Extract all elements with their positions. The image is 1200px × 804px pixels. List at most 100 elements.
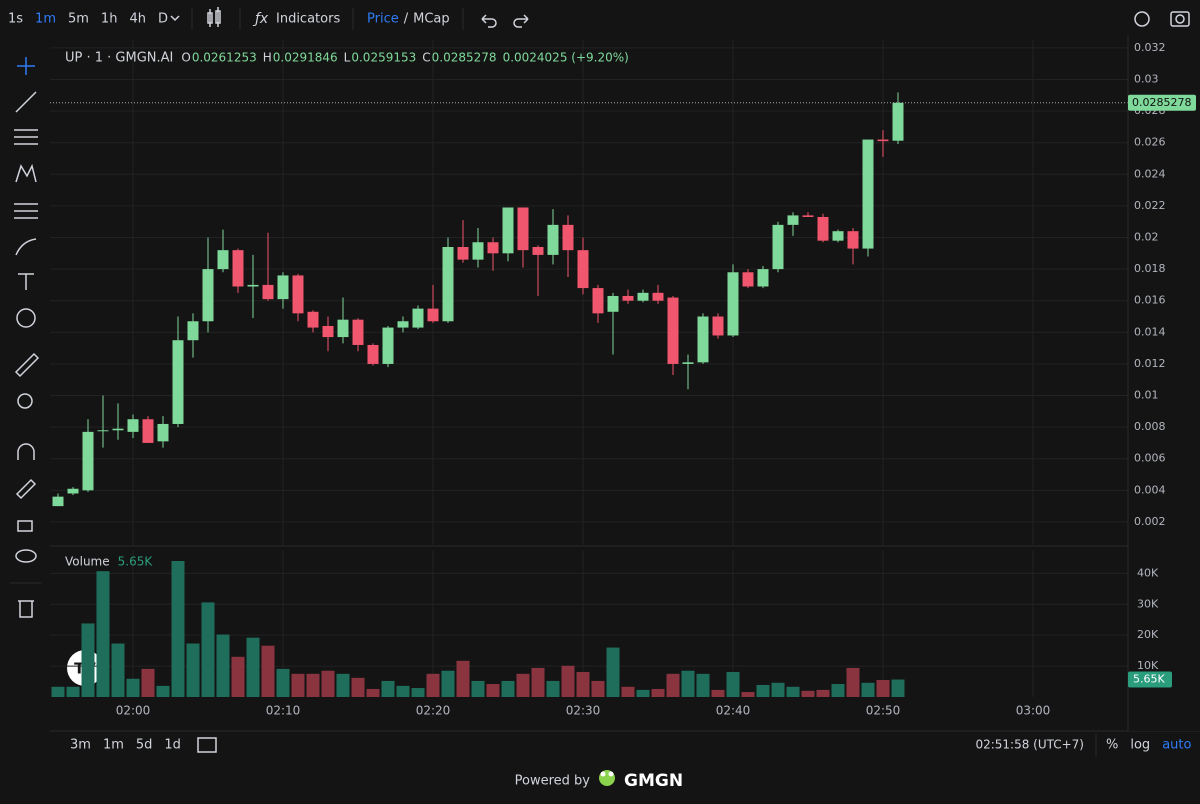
range-button[interactable]: 1d <box>164 738 181 753</box>
crosshair-tool[interactable] <box>17 57 35 75</box>
magnet-tool[interactable] <box>17 443 35 460</box>
candle-body <box>472 242 484 260</box>
ohlc-value: 0.0259153 <box>351 51 416 65</box>
interval-button[interactable]: 1m <box>35 12 56 27</box>
volume-bar <box>861 682 875 697</box>
scale-option[interactable]: auto <box>1162 738 1191 753</box>
gmgn-logo <box>599 770 615 786</box>
powered-by: Powered by <box>515 774 591 789</box>
candle-body <box>382 327 394 364</box>
candle-body <box>202 269 214 322</box>
pattern-tool[interactable] <box>15 163 37 183</box>
candle-body <box>337 319 349 338</box>
interval-button[interactable]: 1s <box>8 12 23 27</box>
volume-bar <box>681 670 695 697</box>
lock-draw-tool[interactable] <box>15 478 37 500</box>
x-tick-label: 03:00 <box>1016 704 1051 718</box>
ruler-tool[interactable] <box>14 352 40 378</box>
range-button[interactable]: 3m <box>70 738 91 753</box>
y-tick-label: 0.026 <box>1134 136 1166 149</box>
mcap-toggle[interactable]: MCap <box>413 12 450 27</box>
interval-button[interactable]: 1h <box>101 12 118 27</box>
brush-tool[interactable] <box>15 238 37 256</box>
y-tick-label: 0.018 <box>1134 262 1166 275</box>
interval-button[interactable]: 4h <box>129 12 146 27</box>
range-button[interactable]: 5d <box>136 738 153 753</box>
candle-body <box>97 430 109 432</box>
redo-button[interactable] <box>513 14 529 28</box>
candle-body <box>667 297 679 364</box>
visibility-tool[interactable] <box>15 549 37 563</box>
range-button[interactable]: 1m <box>103 738 124 753</box>
volume-bar <box>321 670 335 697</box>
candle-type-button[interactable] <box>207 7 221 27</box>
y-tick-label: 0.024 <box>1134 167 1166 180</box>
y-tick-label: 0.01 <box>1134 389 1159 402</box>
candle-body <box>307 311 319 328</box>
candle-body <box>172 340 184 424</box>
text-tool[interactable] <box>18 273 34 290</box>
y-tick-label: 40K <box>1137 566 1159 579</box>
x-tick-label: 02:40 <box>716 704 751 718</box>
delete-tool[interactable] <box>18 600 34 618</box>
volume-bar <box>306 673 320 697</box>
volume-bar <box>831 684 845 697</box>
date-range-button[interactable] <box>197 737 217 753</box>
candle-body <box>352 319 364 345</box>
price-toggle[interactable]: Price <box>367 12 399 27</box>
candle-body <box>52 496 64 507</box>
clock: 02:51:58 (UTC+7) <box>975 738 1084 752</box>
volume-bar <box>441 670 455 697</box>
candle-body <box>802 215 814 217</box>
settings-button[interactable] <box>1134 11 1150 27</box>
indicators-button[interactable]: Indicators <box>276 12 340 27</box>
volume-bar <box>201 602 215 697</box>
candle-body <box>187 321 199 341</box>
interval-button[interactable]: D <box>158 12 168 27</box>
volume-bar <box>186 643 200 697</box>
candle-body <box>367 344 379 364</box>
candle-body <box>742 272 754 287</box>
ohlc-value: 0.0261253 <box>192 51 257 65</box>
y-tick-label: 0.03 <box>1134 73 1159 86</box>
candle-body <box>532 246 544 255</box>
candle-body <box>217 250 229 270</box>
volume-bar <box>801 690 815 697</box>
lock-tool[interactable] <box>17 520 33 532</box>
projection-tool[interactable] <box>14 203 38 219</box>
undo-button[interactable] <box>481 14 497 28</box>
volume-title: Volume <box>65 555 110 569</box>
volume-bar <box>516 673 530 697</box>
volume-bar <box>666 673 680 697</box>
trendline-tool[interactable] <box>15 91 37 113</box>
candle-body <box>562 224 574 251</box>
volume-bar <box>726 671 740 697</box>
interval-dropdown[interactable] <box>170 15 180 22</box>
volume-bar <box>276 668 290 697</box>
interval-button[interactable]: 5m <box>68 12 89 27</box>
candle-body <box>637 292 649 301</box>
volume-bar <box>786 686 800 697</box>
volume-bar <box>546 680 560 697</box>
volume-bar <box>381 680 395 697</box>
volume-bar <box>891 679 905 697</box>
volume-bar <box>591 680 605 697</box>
scale-option[interactable]: log <box>1130 738 1150 753</box>
fib-tool[interactable] <box>14 129 38 145</box>
zoom-tool[interactable] <box>17 393 33 409</box>
price-scale <box>1128 36 1200 731</box>
screenshot-button[interactable] <box>1170 11 1190 27</box>
scale-option[interactable]: % <box>1106 738 1118 753</box>
volume-bar <box>51 686 65 697</box>
candle-body <box>427 308 439 322</box>
volume-bar <box>576 671 590 697</box>
candle-body <box>112 428 124 431</box>
candle-body <box>127 419 139 432</box>
ohlc-label: H <box>263 51 272 65</box>
last-price-badge <box>1128 94 1196 111</box>
last-volume-badge <box>1128 671 1172 688</box>
candle-body <box>547 224 559 255</box>
emoji-tool[interactable] <box>16 308 36 328</box>
toggle-separator: / <box>404 12 409 27</box>
